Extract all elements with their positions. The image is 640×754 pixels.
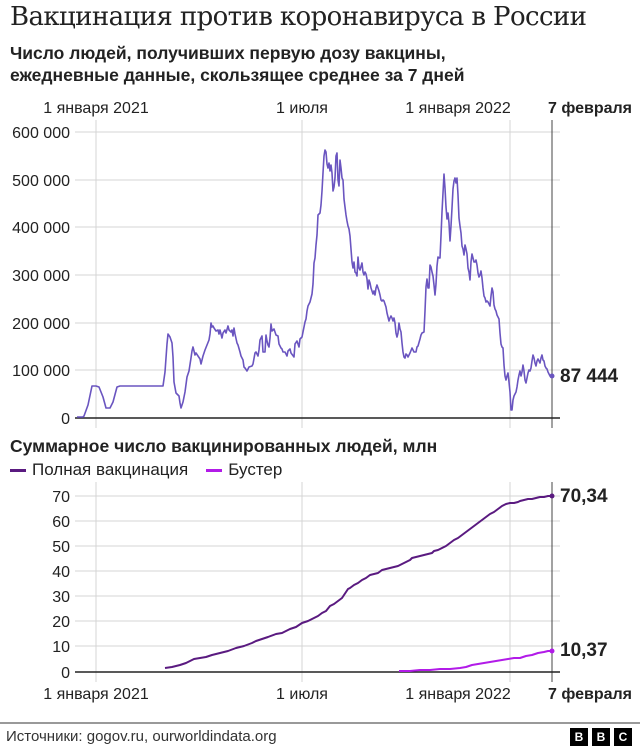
bbc-logo-letter-1: B: [570, 728, 588, 746]
legend-label-full: Полная вакцинация: [32, 460, 189, 479]
first-dose-line: [77, 149, 552, 418]
full-vaccination-line: [164, 495, 552, 669]
y-tick-10: 10: [52, 639, 70, 656]
bbc-logo: B B C: [570, 728, 632, 746]
y-tick-30: 30: [52, 589, 70, 606]
x-tick-feb-7: 7 февраля: [548, 100, 632, 117]
legend-item-full: Полная вакцинация: [10, 460, 188, 480]
x-tick-jan-2022: 1 января 2022: [405, 100, 511, 117]
source-text: Источники: gogov.ru, ourworldindata.org: [6, 728, 277, 745]
y-tick-50: 50: [52, 539, 70, 556]
legend-swatch-full-icon: [10, 468, 26, 472]
bottom-x-axis-labels: 1 января 2021 1 июля 1 января 2022 7 фев…: [43, 686, 632, 703]
x-tick-jan-2021: 1 января 2021: [43, 100, 149, 117]
x-tick-jan-2022-bottom: 1 января 2022: [405, 686, 511, 703]
footer-divider: [0, 722, 640, 724]
bbc-logo-letter-3: C: [614, 728, 632, 746]
y-tick-300000: 300 000: [12, 268, 70, 285]
y-tick-0-bottom: 0: [61, 665, 70, 682]
legend-swatch-booster-icon: [206, 468, 223, 472]
full-vaccination-end-dot: [549, 493, 555, 499]
top-x-axis-labels: 1 января 2021 1 июля 1 января 2022 7 фев…: [43, 100, 632, 117]
y-tick-200000: 200 000: [12, 316, 70, 333]
x-tick-jul-bottom: 1 июля: [276, 686, 328, 703]
y-tick-0: 0: [61, 411, 70, 428]
first-dose-end-dot: [549, 373, 555, 379]
cumulative-legend: Полная вакцинация Бустер: [10, 460, 292, 480]
y-tick-100000: 100 000: [12, 363, 70, 380]
bottom-y-axis-labels: 70 60 50 40 30 20 10 0: [52, 489, 70, 682]
y-tick-600000: 600 000: [12, 125, 70, 142]
legend-label-booster: Бустер: [228, 460, 283, 479]
bottom-gridlines: [75, 482, 560, 682]
chart-subtitle: Число людей, получивших первую дозу вакц…: [10, 42, 464, 86]
booster-end-label: 10,37: [560, 640, 608, 661]
cumulative-chart-title: Суммарное число вакцинированных людей, м…: [10, 436, 438, 456]
subtitle-line-1: Число людей, получивших первую дозу вакц…: [10, 43, 446, 63]
full-vaccination-end-label: 70,34: [560, 486, 608, 507]
booster-end-dot: [549, 648, 555, 654]
subtitle-line-2: ежедневные данные, скользящее среднее за…: [10, 65, 465, 85]
y-tick-40: 40: [52, 564, 70, 581]
x-tick-feb-7-bottom: 7 февраля: [548, 686, 632, 703]
y-tick-400000: 400 000: [12, 220, 70, 237]
booster-line: [399, 650, 552, 672]
top-gridlines: [75, 120, 560, 428]
first-dose-end-label: 87 444: [560, 366, 619, 387]
y-tick-500000: 500 000: [12, 173, 70, 190]
y-tick-70: 70: [52, 489, 70, 506]
top-y-axis-labels: 600 000 500 000 400 000 300 000 200 000 …: [12, 125, 70, 428]
y-tick-20: 20: [52, 614, 70, 631]
y-tick-60: 60: [52, 514, 70, 531]
legend-item-booster: Бустер: [206, 460, 282, 480]
x-tick-jan-2021-bottom: 1 января 2021: [43, 686, 149, 703]
bbc-logo-letter-2: B: [592, 728, 610, 746]
x-tick-jul: 1 июля: [276, 100, 328, 117]
chart-title: Вакцинация против коронавируса в России: [10, 2, 587, 32]
